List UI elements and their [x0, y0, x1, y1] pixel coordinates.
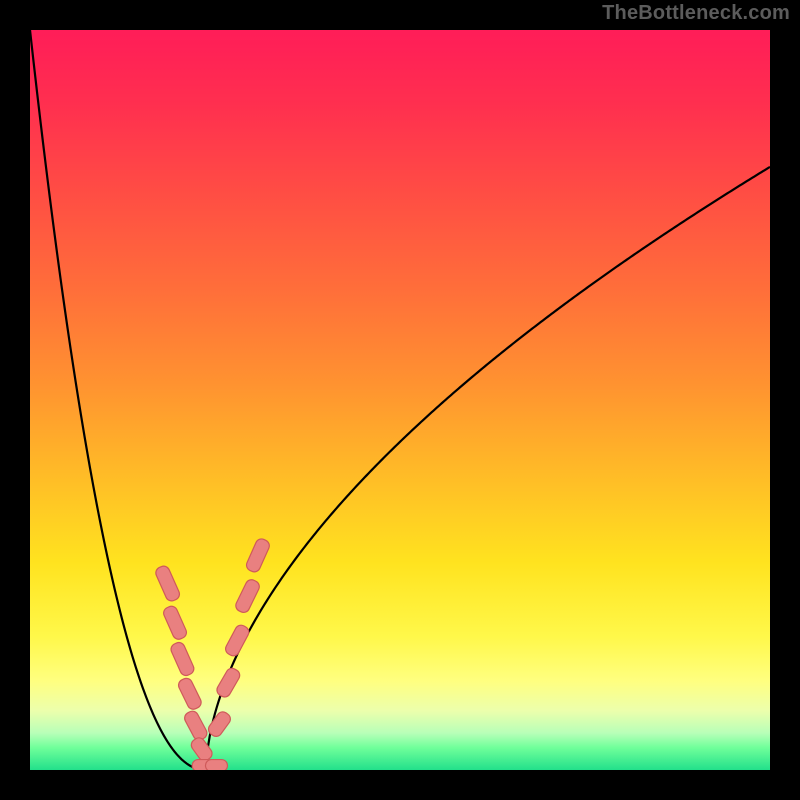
- plot-background: [30, 30, 770, 770]
- curve-marker-bottom-1: [205, 760, 227, 772]
- chart-svg: [0, 0, 800, 800]
- chart-stage: TheBottleneck.com: [0, 0, 800, 800]
- watermark-text: TheBottleneck.com: [602, 2, 790, 25]
